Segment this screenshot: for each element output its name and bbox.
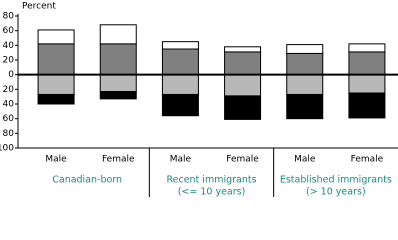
group-label: Canadian-born [52,175,122,186]
y-tick-label: 60 [3,114,15,124]
y-tick-label: 80 [3,129,15,139]
bar-segment [161,74,199,95]
y-tick-label: 40 [3,100,15,110]
y-tick-label: 40 [3,41,15,51]
y-axis-label: Percent [22,2,56,12]
bar-segment [224,51,262,76]
x-tick-label: Female [226,155,259,165]
x-tick-label: Male [45,155,67,165]
bar-segment [348,92,386,119]
bar-segment [161,41,199,50]
group-label: (> 10 years) [306,187,366,198]
bar-segment [286,74,324,95]
bar-segment [99,74,137,93]
bar-segment [37,29,75,45]
group-label: Established immigrants [280,175,392,186]
bar-segment [286,93,324,120]
y-tick-label: 20 [3,56,15,66]
group-label: Recent immigrants [166,175,256,186]
x-tick-label: Female [351,155,384,165]
y-tick-label: 100 [0,144,14,154]
bar-segment [286,52,324,76]
bar-segment [37,43,75,76]
bar-segment [161,48,199,76]
group-label: (<= 10 years) [178,187,246,198]
y-tick-label: 60 [3,26,15,36]
bar-segment [224,74,262,97]
bar-segment [99,24,137,45]
bar-segment [99,91,137,100]
bar-segment [286,44,324,54]
bar-segment [348,43,386,53]
x-tick-label: Male [170,155,192,165]
bar-segment [224,95,262,120]
bar-segment [224,46,262,53]
x-tick-label: Male [294,155,316,165]
bar-segment [99,43,137,76]
x-tick-label: Female [102,155,135,165]
chart: Percent 100 80 60 40 20 0 20 40 60 80 Male Female Ma… [0,2,398,198]
bar-segment [348,74,386,94]
y-tick-label: 0 [8,70,14,80]
bar-segment [37,74,75,95]
y-tick-label: 20 [3,85,15,95]
bar-segment [348,51,386,76]
bar-segment [37,93,75,105]
y-tick-label: 80 [3,12,15,22]
bar-segment [161,93,199,117]
